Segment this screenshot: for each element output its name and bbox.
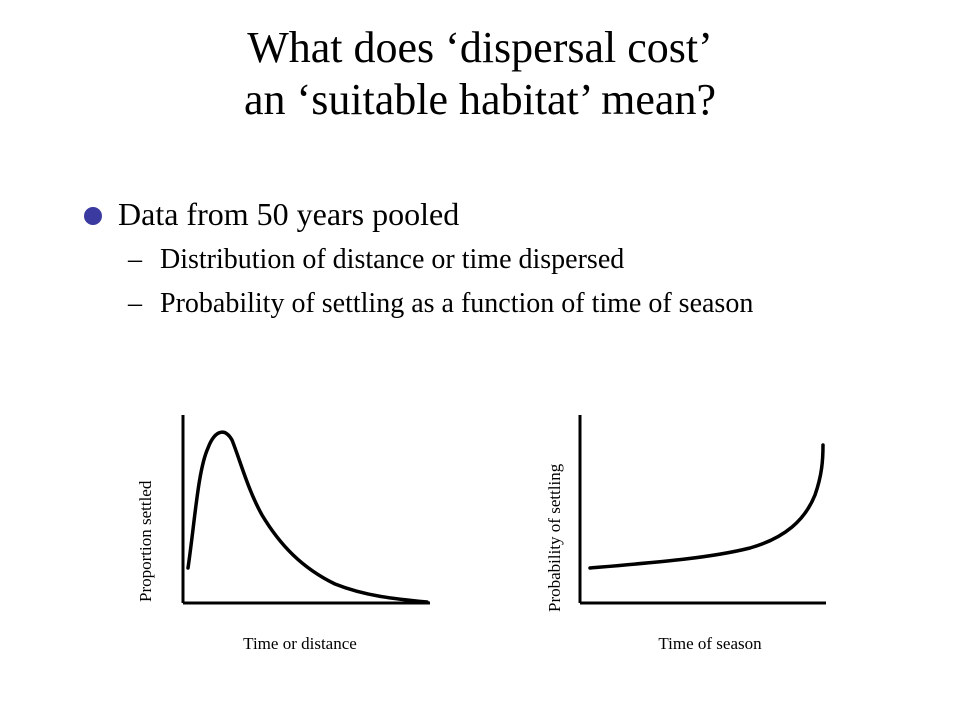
slide-title: What does ‘dispersal cost’ an ‘suitable … [0, 22, 960, 126]
title-line-2: an ‘suitable habitat’ mean? [244, 75, 716, 124]
title-line-1: What does ‘dispersal cost’ [247, 23, 713, 72]
chart-right-curve [588, 443, 825, 570]
bullet-list: Data from 50 years pooled – Distribution… [80, 190, 900, 322]
chart-left-xlabel: Time or distance [243, 634, 357, 653]
chart-right-xlabel: Time of season [658, 634, 762, 653]
bullet-main: Data from 50 years pooled [80, 190, 900, 238]
sub-bullet-list: – Distribution of distance or time dispe… [80, 242, 900, 322]
chart-left-ylabel: Proportion settled [136, 480, 155, 602]
sub-bullet-dash: – [128, 288, 142, 319]
chart-right-ylabel: Probability of settling [545, 463, 564, 612]
sub-bullet-distribution: – Distribution of distance or time dispe… [128, 242, 900, 278]
sub-bullet-dash: – [128, 244, 142, 275]
sub-bullet-probability: – Probability of settling as a function … [128, 286, 860, 322]
bullet-dot-icon [84, 207, 102, 225]
chart-left-curve [186, 430, 429, 604]
sub-bullet-text: Probability of settling as a function of… [160, 288, 754, 319]
bullet-main-text: Data from 50 years pooled [118, 196, 460, 232]
sub-bullet-text: Distribution of distance or time dispers… [160, 244, 625, 275]
